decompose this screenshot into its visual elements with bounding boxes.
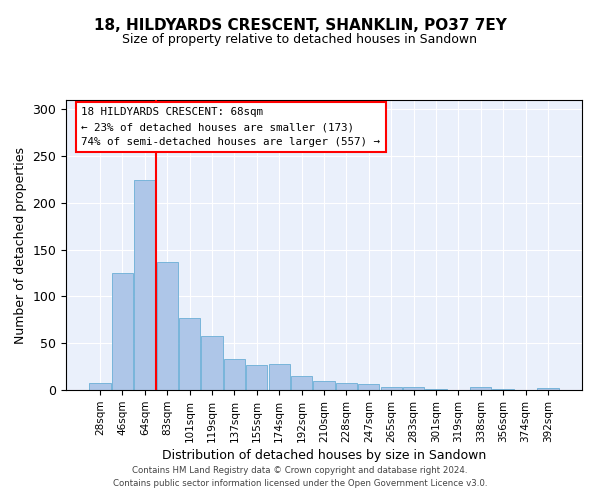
Bar <box>202 336 223 390</box>
Bar <box>224 359 245 390</box>
Bar <box>313 380 335 390</box>
Bar <box>179 318 200 390</box>
Bar <box>269 364 290 390</box>
Bar <box>157 262 178 390</box>
Bar <box>493 389 514 390</box>
Text: 18 HILDYARDS CRESCENT: 68sqm
← 23% of detached houses are smaller (173)
74% of s: 18 HILDYARDS CRESCENT: 68sqm ← 23% of de… <box>82 108 380 147</box>
Text: Contains HM Land Registry data © Crown copyright and database right 2024.
Contai: Contains HM Land Registry data © Crown c… <box>113 466 487 487</box>
X-axis label: Distribution of detached houses by size in Sandown: Distribution of detached houses by size … <box>162 449 486 462</box>
Y-axis label: Number of detached properties: Number of detached properties <box>14 146 27 344</box>
Bar <box>134 180 155 390</box>
Bar <box>112 273 133 390</box>
Text: Size of property relative to detached houses in Sandown: Size of property relative to detached ho… <box>122 32 478 46</box>
Bar <box>246 364 268 390</box>
Bar <box>470 387 491 390</box>
Bar <box>291 376 312 390</box>
Bar <box>537 388 559 390</box>
Bar <box>336 382 357 390</box>
Bar <box>380 387 402 390</box>
Bar <box>358 384 379 390</box>
Text: 18, HILDYARDS CRESCENT, SHANKLIN, PO37 7EY: 18, HILDYARDS CRESCENT, SHANKLIN, PO37 7… <box>94 18 506 32</box>
Bar <box>425 389 446 390</box>
Bar <box>403 387 424 390</box>
Bar <box>89 384 111 390</box>
